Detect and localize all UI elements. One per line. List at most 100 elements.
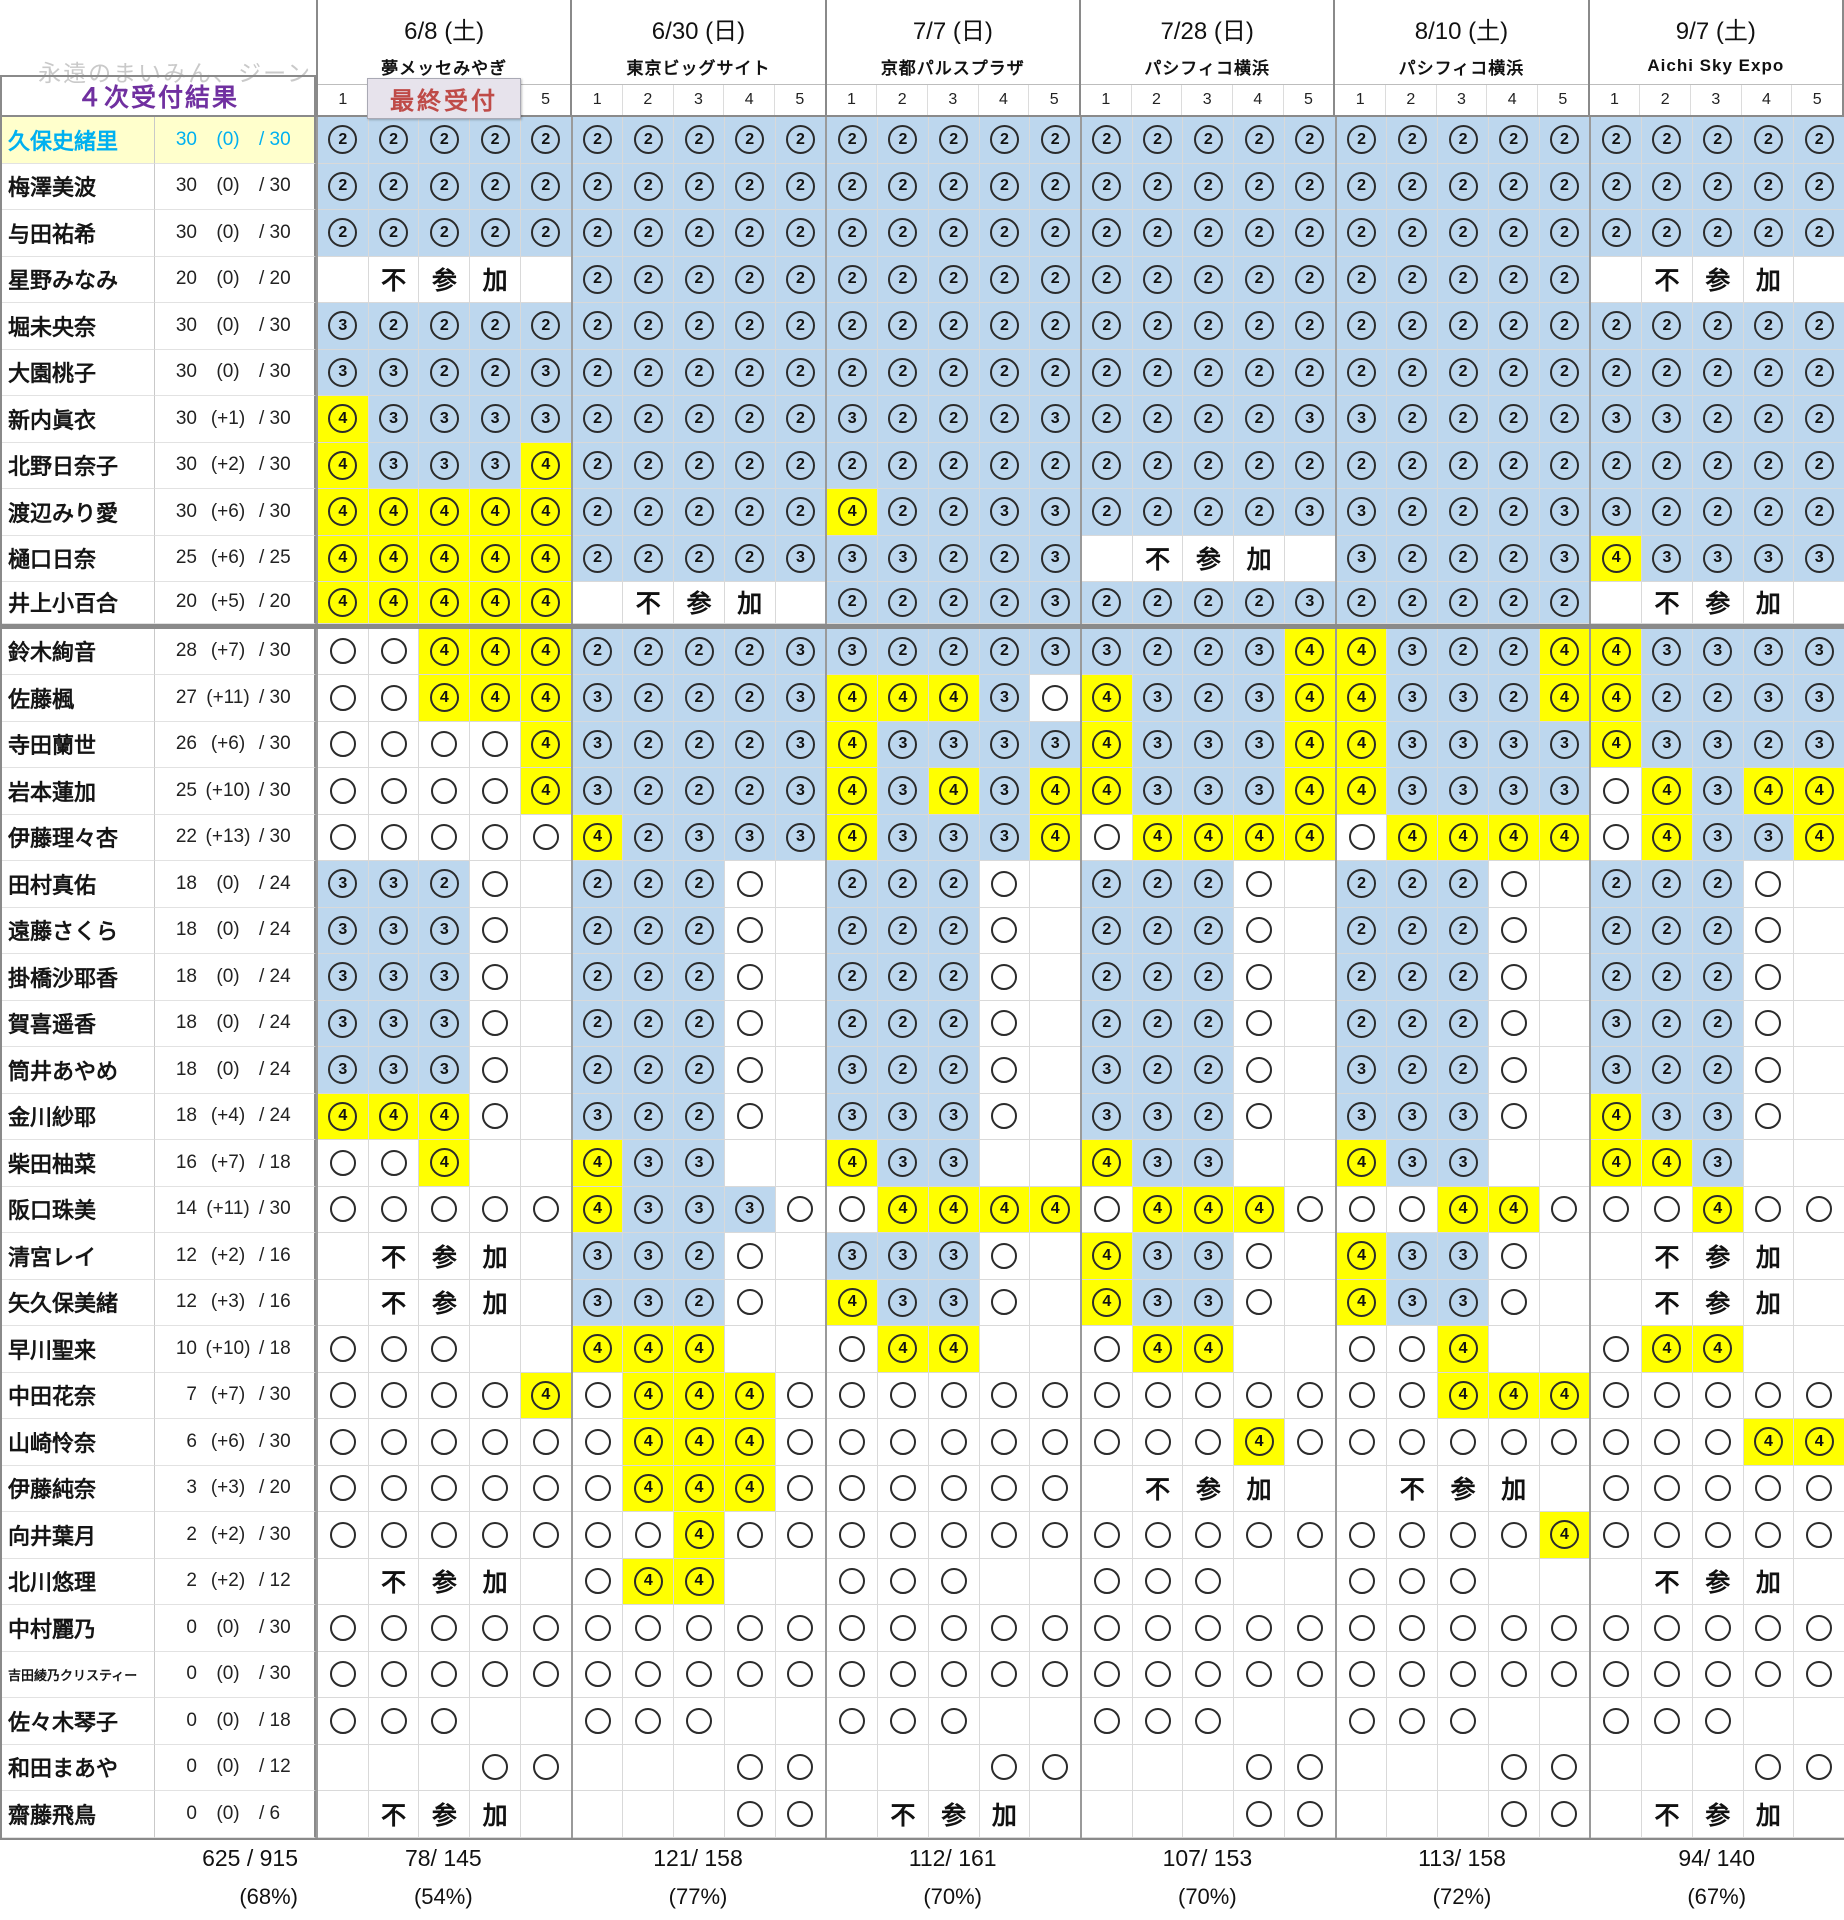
result-cell[interactable] — [470, 907, 521, 954]
not-participating-cell[interactable]: 不 — [368, 1791, 420, 1838]
result-cell[interactable] — [724, 1000, 776, 1047]
result-cell[interactable]: 2 — [1030, 442, 1081, 489]
result-cell[interactable]: 2 — [1539, 396, 1590, 443]
result-cell[interactable]: 3 — [1642, 535, 1693, 582]
result-cell[interactable]: 3 — [1438, 1279, 1489, 1326]
result-cell[interactable]: 3 — [1336, 1047, 1388, 1094]
result-cell[interactable] — [1082, 1651, 1133, 1698]
result-cell[interactable]: 2 — [674, 768, 725, 815]
not-participating-cell[interactable]: 参 — [1183, 535, 1235, 582]
result-cell[interactable]: 3 — [878, 768, 929, 815]
result-cell[interactable] — [1183, 1791, 1235, 1838]
result-cell[interactable] — [1336, 1744, 1388, 1791]
result-cell[interactable]: 4 — [1234, 814, 1285, 861]
result-cell[interactable]: 4 — [623, 1372, 675, 1419]
result-cell[interactable]: 2 — [928, 535, 980, 582]
result-cell[interactable]: 4 — [1591, 675, 1643, 722]
result-cell[interactable]: 2 — [1488, 628, 1540, 675]
result-cell[interactable]: 3 — [368, 907, 420, 954]
result-cell[interactable] — [1539, 1186, 1590, 1233]
result-cell[interactable]: 2 — [674, 442, 725, 489]
result-cell[interactable]: 4 — [1234, 1419, 1285, 1466]
result-cell[interactable] — [827, 1651, 879, 1698]
member-name-cell[interactable]: 与田祐希 — [2, 210, 155, 257]
not-participating-cell[interactable]: 加 — [470, 1558, 521, 1605]
result-cell[interactable]: 4 — [1438, 1186, 1489, 1233]
member-name-cell[interactable]: 星野みなみ — [2, 256, 155, 303]
result-cell[interactable]: 3 — [775, 675, 826, 722]
result-cell[interactable] — [775, 1512, 826, 1559]
result-cell[interactable]: 2 — [775, 256, 826, 303]
result-cell[interactable] — [1082, 1558, 1133, 1605]
result-cell[interactable]: 4 — [1284, 675, 1335, 722]
result-cell[interactable]: 2 — [979, 628, 1031, 675]
result-cell[interactable]: 4 — [572, 1140, 624, 1187]
result-cell[interactable] — [1539, 1605, 1590, 1652]
result-cell[interactable] — [1642, 1651, 1693, 1698]
member-summary-cell[interactable]: 0 (0)/ 18 — [155, 1698, 316, 1745]
result-cell[interactable] — [1539, 1651, 1590, 1698]
result-cell[interactable] — [1132, 1791, 1184, 1838]
result-cell[interactable]: 4 — [520, 442, 571, 489]
result-cell[interactable]: 2 — [827, 1000, 879, 1047]
result-cell[interactable] — [1488, 1419, 1540, 1466]
member-name-cell[interactable]: 筒井あやめ — [2, 1047, 155, 1094]
result-cell[interactable] — [419, 1698, 471, 1745]
result-cell[interactable]: 4 — [1794, 768, 1844, 815]
result-cell[interactable]: 2 — [724, 675, 776, 722]
result-cell[interactable] — [1284, 1093, 1335, 1140]
result-cell[interactable]: 3 — [878, 814, 929, 861]
result-cell[interactable]: 2 — [674, 256, 725, 303]
result-cell[interactable] — [775, 1233, 826, 1280]
result-cell[interactable]: 3 — [1336, 535, 1388, 582]
result-cell[interactable] — [623, 1605, 675, 1652]
result-cell[interactable] — [1030, 1279, 1081, 1326]
result-cell[interactable] — [470, 1000, 521, 1047]
result-cell[interactable] — [724, 1698, 776, 1745]
result-cell[interactable] — [1642, 1372, 1693, 1419]
result-cell[interactable]: 4 — [1591, 1093, 1643, 1140]
result-cell[interactable]: 4 — [674, 1512, 725, 1559]
result-cell[interactable] — [1743, 1651, 1795, 1698]
result-cell[interactable] — [827, 1186, 879, 1233]
result-cell[interactable]: 2 — [1132, 442, 1184, 489]
result-cell[interactable]: 2 — [878, 163, 929, 210]
result-cell[interactable]: 4 — [1438, 1372, 1489, 1419]
result-cell[interactable] — [318, 1140, 369, 1187]
result-cell[interactable]: 4 — [878, 675, 929, 722]
result-cell[interactable]: 2 — [1132, 582, 1184, 624]
member-summary-cell[interactable]: 18 (0)/ 24 — [155, 861, 316, 908]
result-cell[interactable]: 2 — [878, 117, 929, 164]
result-cell[interactable]: 2 — [572, 163, 624, 210]
result-cell[interactable]: 2 — [623, 861, 675, 908]
result-cell[interactable]: 2 — [1132, 907, 1184, 954]
member-summary-cell[interactable]: 2 (+2)/ 30 — [155, 1512, 316, 1559]
result-cell[interactable] — [318, 1605, 369, 1652]
result-cell[interactable] — [775, 1047, 826, 1094]
result-cell[interactable]: 2 — [1438, 535, 1489, 582]
result-cell[interactable]: 2 — [572, 628, 624, 675]
result-cell[interactable]: 3 — [928, 1093, 980, 1140]
result-cell[interactable]: 4 — [1082, 721, 1133, 768]
result-cell[interactable]: 2 — [1642, 1000, 1693, 1047]
result-cell[interactable]: 2 — [1336, 256, 1388, 303]
result-cell[interactable] — [928, 1605, 980, 1652]
not-participating-cell[interactable] — [318, 1233, 369, 1280]
result-cell[interactable]: 2 — [368, 303, 420, 350]
result-cell[interactable]: 3 — [878, 1140, 929, 1187]
result-cell[interactable] — [1234, 1744, 1285, 1791]
result-cell[interactable] — [1438, 1651, 1489, 1698]
result-cell[interactable] — [1132, 1744, 1184, 1791]
member-name-cell[interactable]: 樋口日奈 — [2, 535, 155, 582]
result-cell[interactable]: 2 — [827, 582, 879, 624]
result-cell[interactable]: 3 — [1030, 489, 1081, 536]
not-participating-cell[interactable]: 不 — [1642, 1279, 1693, 1326]
result-cell[interactable] — [1743, 1605, 1795, 1652]
result-cell[interactable] — [827, 1419, 879, 1466]
not-participating-cell[interactable] — [1284, 1465, 1335, 1512]
result-cell[interactable]: 2 — [318, 210, 369, 257]
result-cell[interactable]: 2 — [1082, 582, 1133, 624]
not-participating-cell[interactable]: 加 — [1743, 256, 1795, 303]
result-cell[interactable]: 2 — [928, 210, 980, 257]
result-cell[interactable]: 2 — [878, 861, 929, 908]
